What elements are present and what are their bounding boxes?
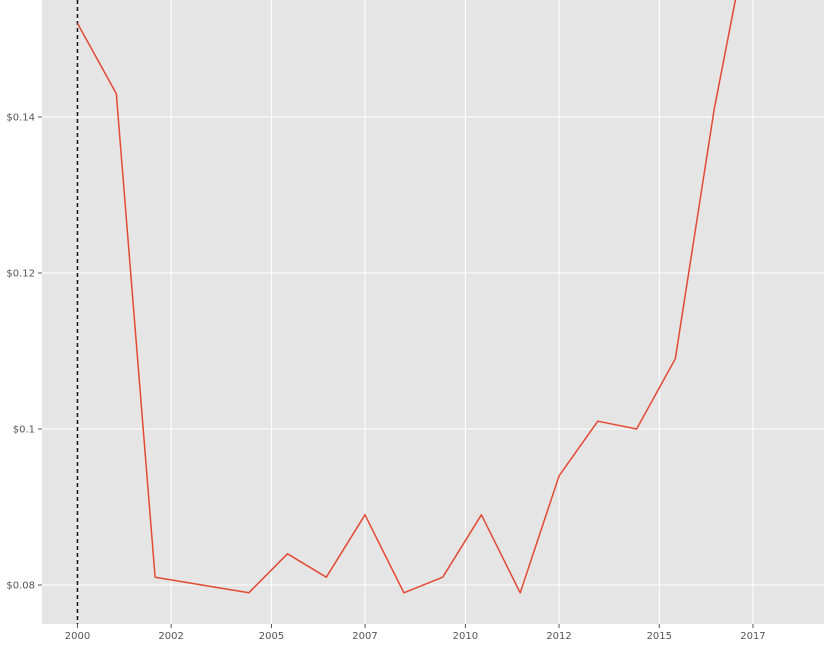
x-tick-label: 2005 <box>259 631 284 642</box>
x-tick-label: 2007 <box>352 631 377 642</box>
axis-ticks: 2000 2002 2005 2007 2010 2012 2015 2017 $0.08 $0.… <box>6 113 765 643</box>
series-line <box>76 0 737 594</box>
x-tick-label: 2017 <box>740 631 765 642</box>
plot-background <box>42 0 824 624</box>
x-tick-label: 2010 <box>453 631 478 642</box>
x-tick-label: 2012 <box>546 631 571 642</box>
x-tick-label: 2015 <box>647 631 672 642</box>
gridlines <box>42 0 824 624</box>
y-tick-label: $0.08 <box>6 581 35 592</box>
y-tick-label: $0.14 <box>6 113 35 124</box>
y-tick-label: $0.1 <box>13 425 35 436</box>
y-tick-label: $0.12 <box>6 269 35 280</box>
x-tick-label: 2002 <box>158 631 183 642</box>
x-tick-label: 2000 <box>65 631 90 642</box>
